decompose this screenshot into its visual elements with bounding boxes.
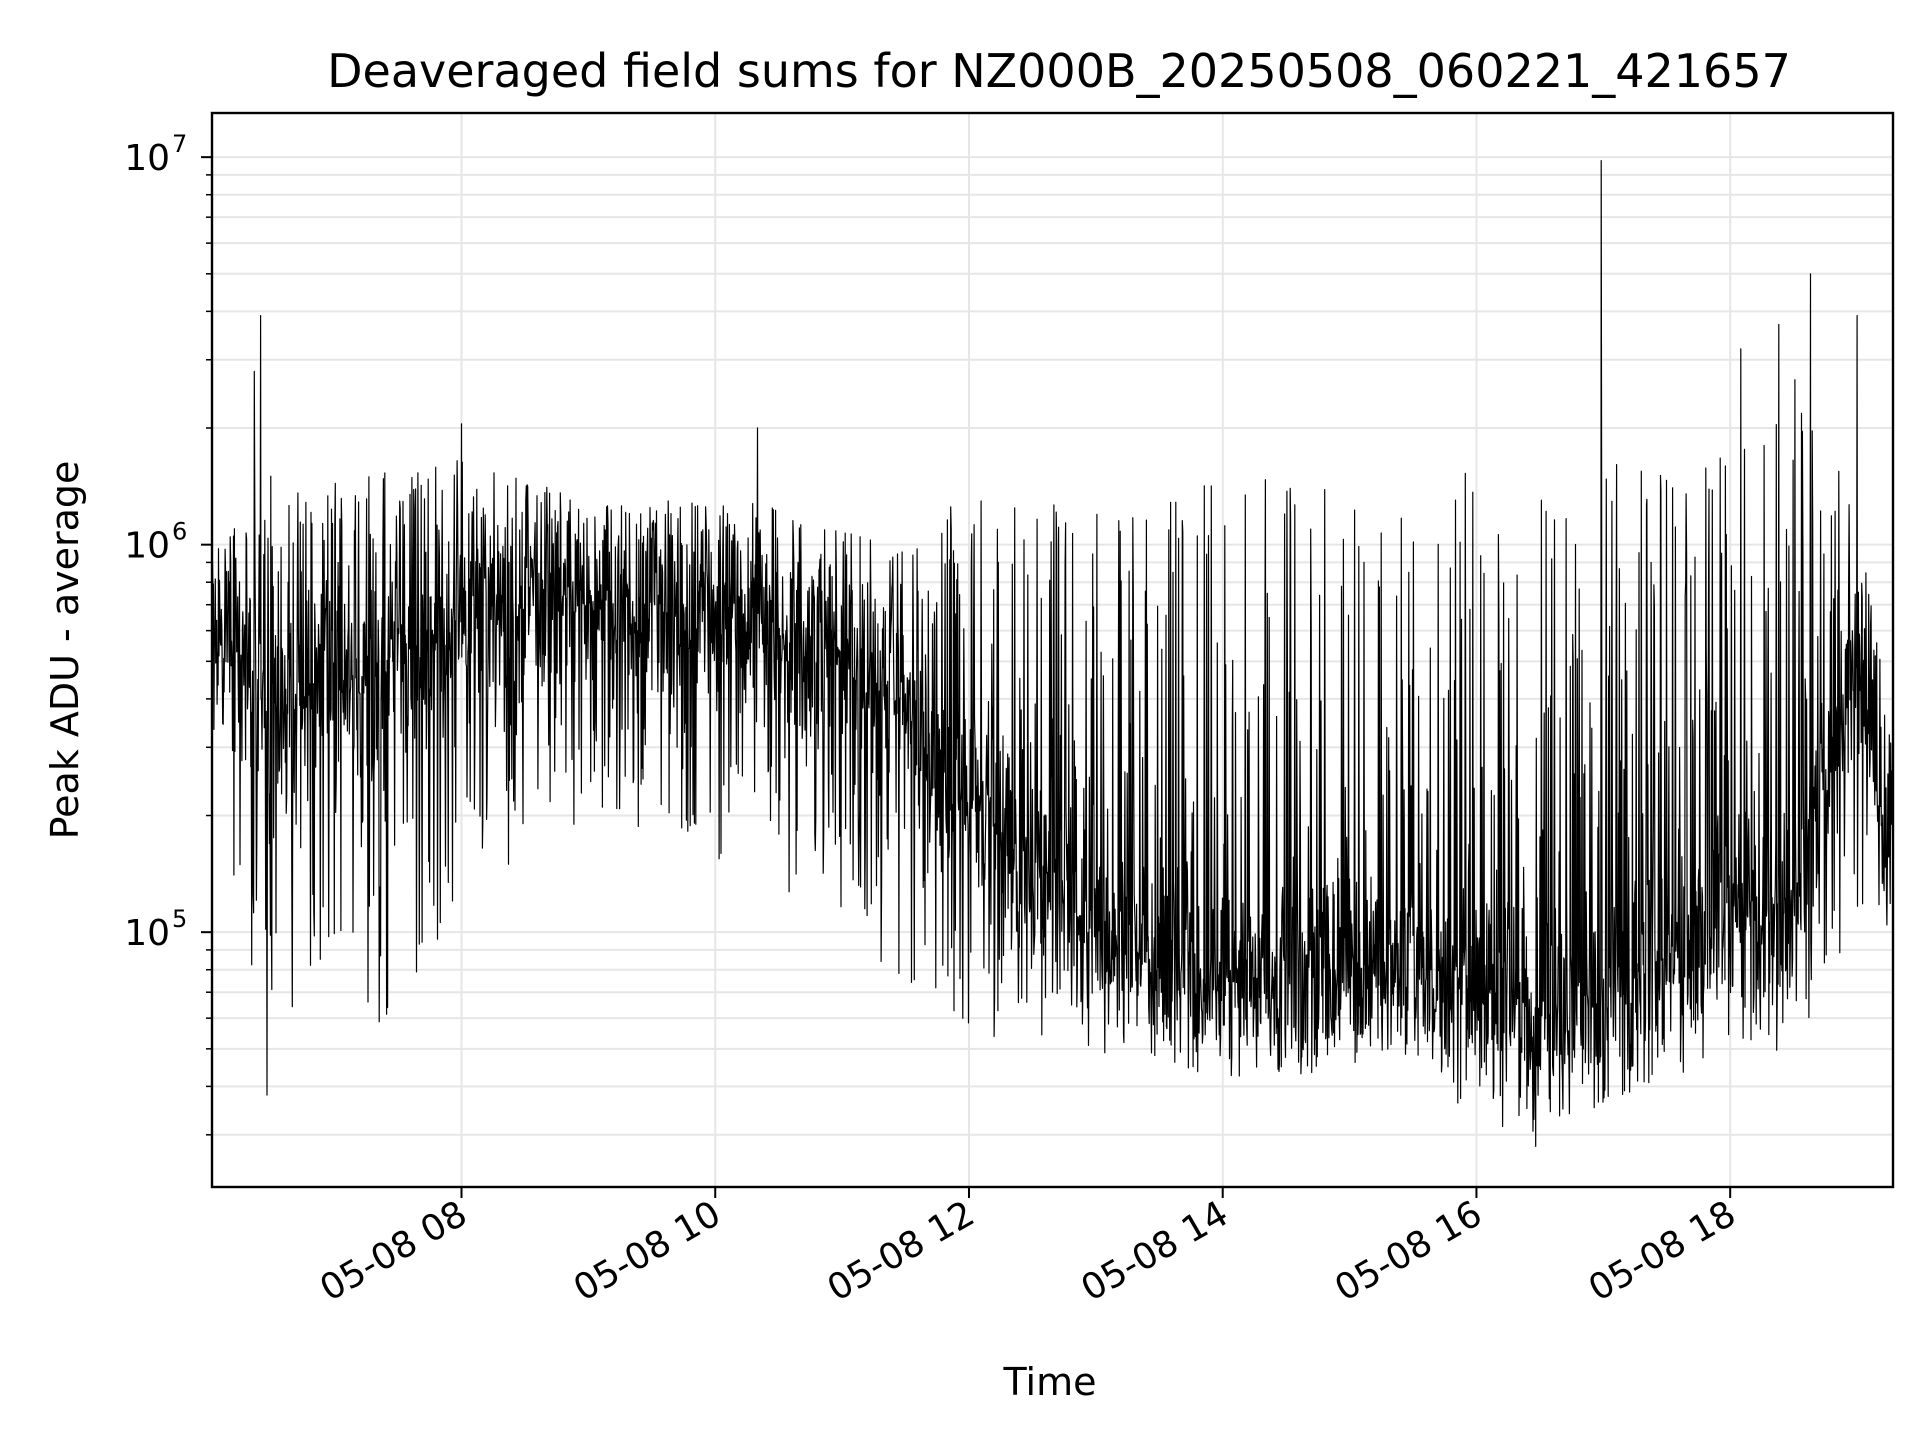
x-tick-label: 05-08 16: [1328, 1193, 1489, 1309]
grid: [212, 113, 1893, 1187]
x-tick-label: 05-08 08: [313, 1193, 474, 1309]
series-line: [211, 160, 1894, 1147]
y-tick-label: 10: [124, 526, 170, 567]
x-axis-ticks: 05-08 08 05-08 10 05-08 12 05-08 14 05-08 16…: [313, 1187, 1743, 1310]
chart-title: Deaveraged field sums for NZ000B_2025050…: [327, 44, 1791, 98]
plot-frame: [210, 111, 1895, 1189]
y-tick-exponent: 7: [172, 130, 187, 158]
y-tick-label: 10: [124, 913, 170, 954]
x-tick-label: 05-08 14: [1075, 1193, 1236, 1309]
y-tick-label: 10: [124, 138, 170, 179]
x-axis-label: Time: [1003, 1360, 1097, 1404]
y-tick-exponent: 6: [172, 518, 187, 546]
x-tick-label: 05-08 18: [1582, 1193, 1743, 1309]
x-tick-label: 05-08 12: [821, 1193, 982, 1309]
y-axis-label: Peak ADU - average: [43, 461, 87, 840]
y-tick-exponent: 5: [172, 905, 187, 933]
x-tick-label: 05-08 10: [567, 1193, 728, 1309]
data-series: [211, 160, 1894, 1147]
